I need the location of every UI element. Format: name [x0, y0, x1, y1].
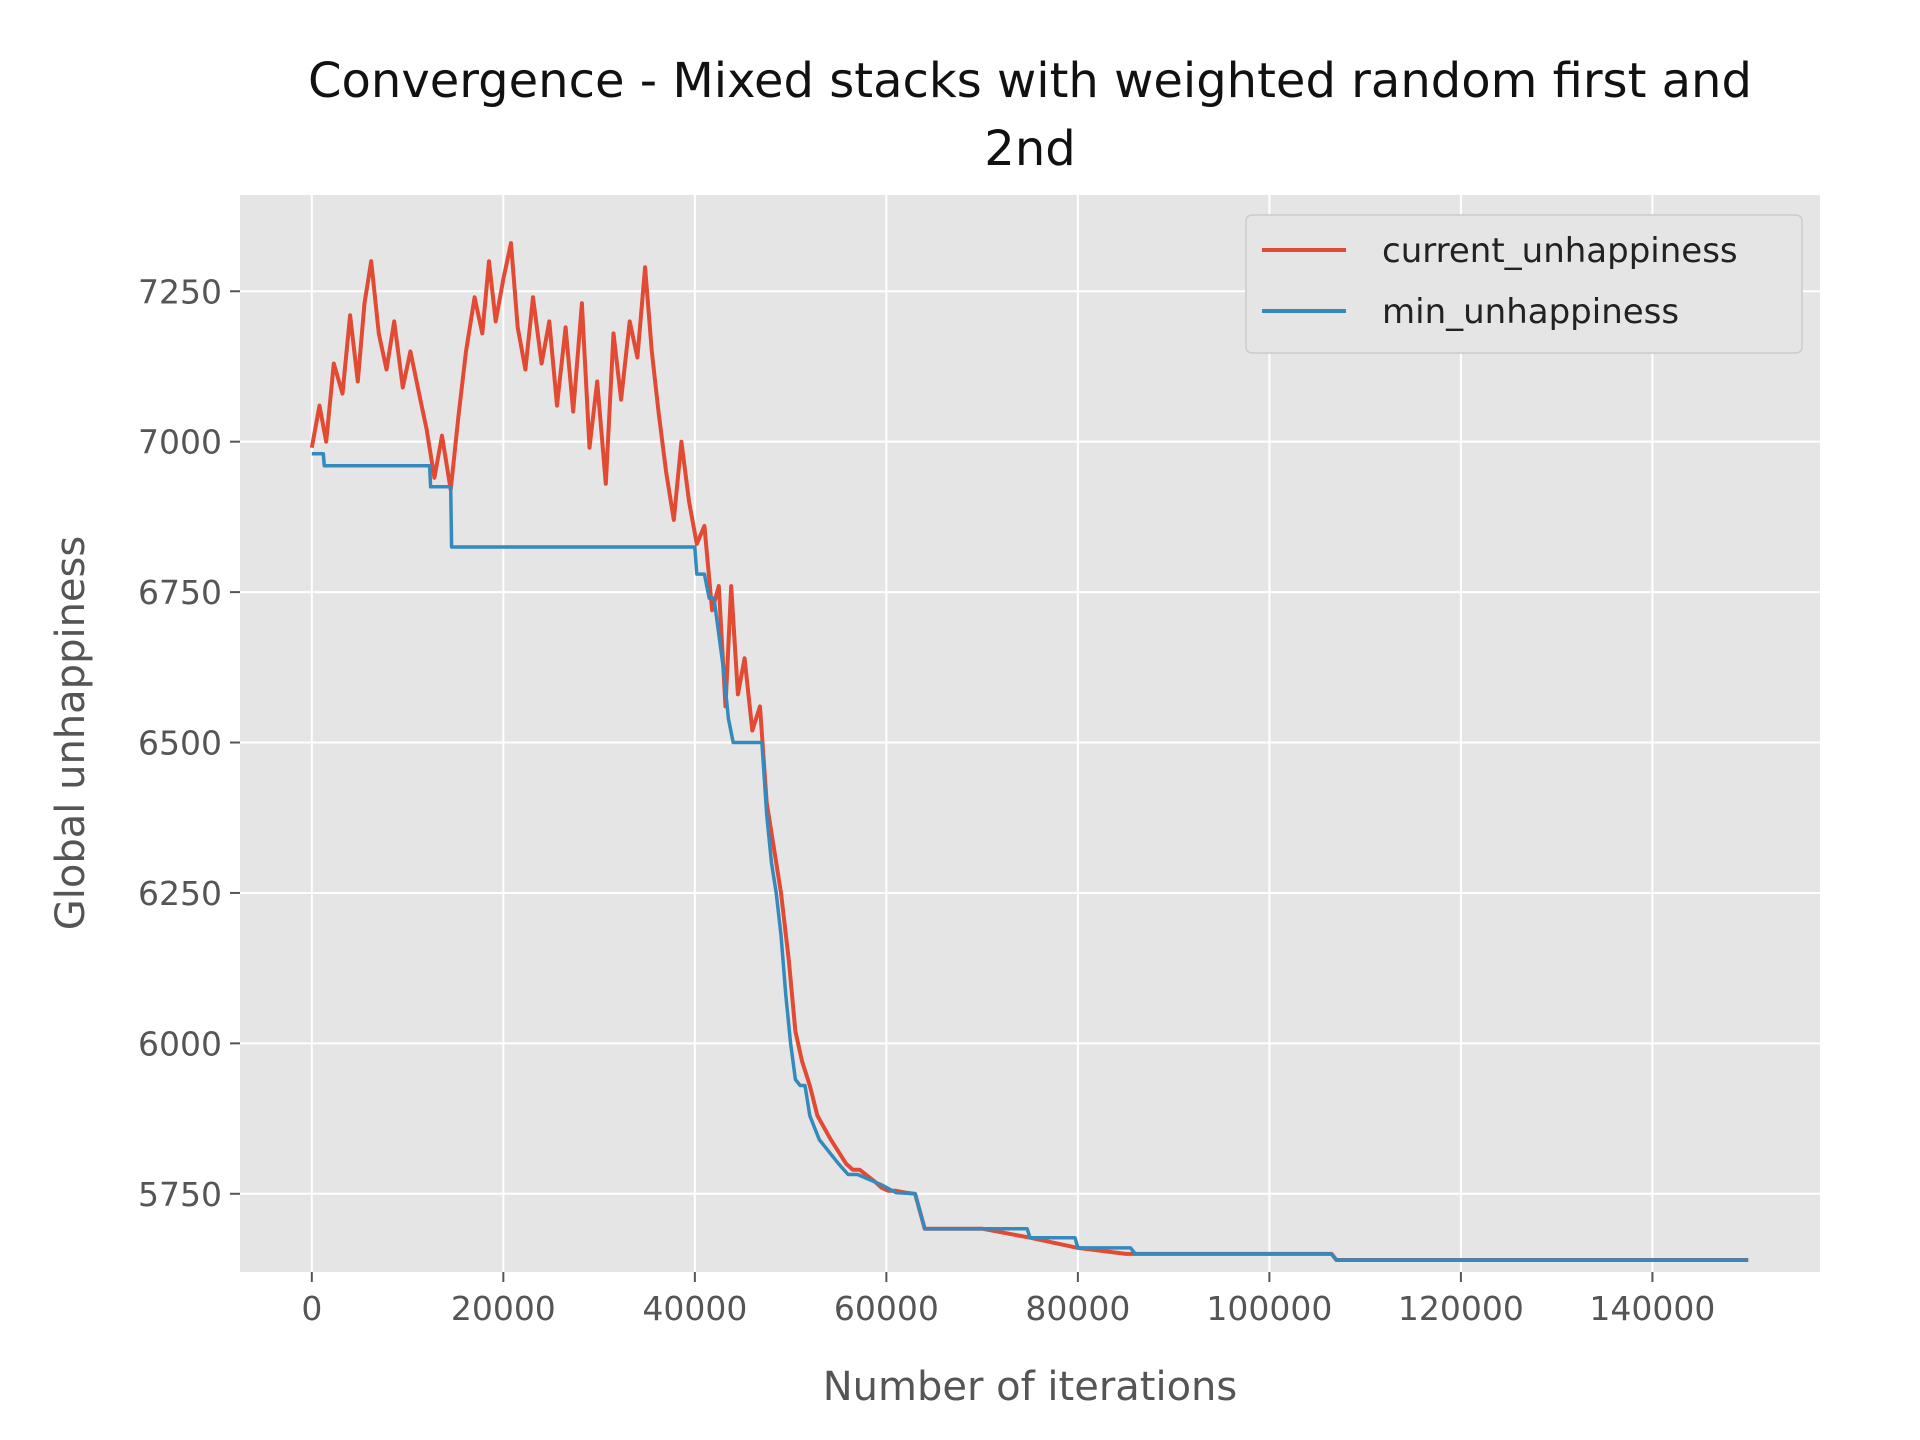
chart-title-line2: 2nd: [984, 121, 1075, 177]
legend-box: [1245, 214, 1803, 354]
y-tick-label: 6000: [138, 1024, 222, 1063]
y-tick-label: 6250: [138, 874, 222, 913]
legend-label-current: current_unhappiness: [1382, 231, 1738, 271]
series-line-min-unhappiness: [311, 451, 1749, 1262]
y-axis-label: Global unhappiness: [48, 536, 94, 930]
x-tick-label: 80000: [1025, 1289, 1130, 1328]
series-lines: [309, 241, 1749, 1262]
y-tick-label: 6750: [138, 573, 222, 612]
y-axis-ticks: 5750 6000 6250 6500 6750 7000 7250: [138, 272, 240, 1214]
x-tick-label: 20000: [451, 1289, 556, 1328]
plot-area: [240, 195, 1820, 1272]
x-tick-label: 100000: [1206, 1289, 1332, 1328]
x-tick-label: 60000: [834, 1289, 939, 1328]
legend-label-min: min_unhappiness: [1382, 292, 1679, 332]
legend: current_unhappiness min_unhappiness: [1245, 214, 1803, 354]
y-tick-label: 7250: [138, 272, 222, 311]
x-axis-ticks: 0 20000 40000 60000 80000 100000 120000 140000: [301, 1272, 1715, 1328]
y-tick-label: 5750: [138, 1175, 222, 1214]
chart-title-line1: Convergence - Mixed stacks with weighted…: [308, 53, 1752, 109]
y-tick-label: 6500: [138, 724, 222, 763]
x-axis-label: Number of iterations: [823, 1364, 1238, 1410]
y-tick-label: 7000: [138, 423, 222, 462]
grid: [240, 195, 1820, 1272]
x-tick-label: 40000: [642, 1289, 747, 1328]
x-tick-label: 140000: [1589, 1289, 1715, 1328]
x-tick-label: 120000: [1398, 1289, 1524, 1328]
x-tick-label: 0: [301, 1289, 322, 1328]
